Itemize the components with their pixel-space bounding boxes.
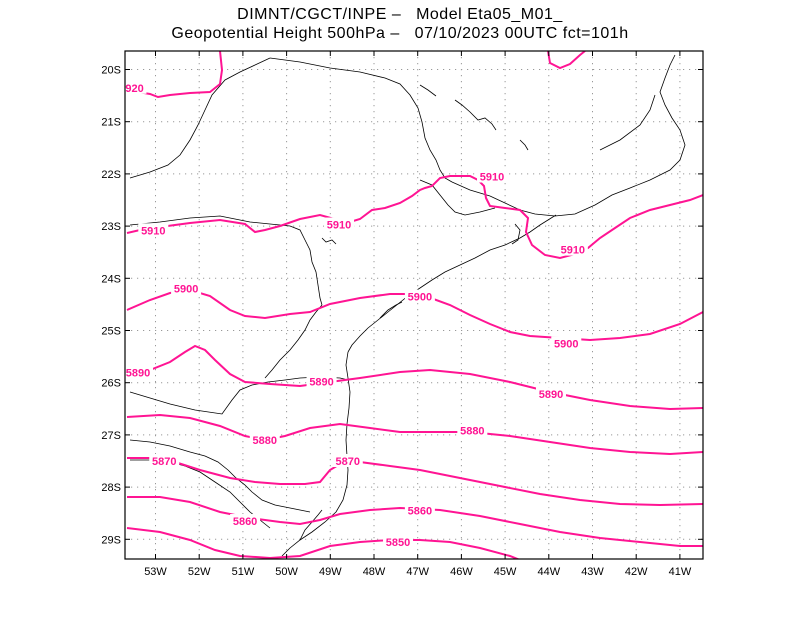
contour-label: 5880 xyxy=(253,435,277,447)
state-border-ms-pr xyxy=(129,215,323,306)
axis-tick-labels: 53W 52W 51W 50W 49W 48W 47W 46W 45W 44W 43W 42W 41W 2… xyxy=(101,65,691,579)
reservoir-2 xyxy=(419,84,437,97)
contour-label-bg xyxy=(138,223,169,237)
tick-label-lon: 50W xyxy=(275,566,298,578)
coastline-sc xyxy=(281,351,351,557)
contour-label-bg xyxy=(332,454,363,467)
tick-label-lat: 27S xyxy=(101,430,121,442)
contour-line-5860 xyxy=(127,496,703,547)
state-border-sp-top xyxy=(269,57,453,183)
contour-line-5910-west xyxy=(126,175,462,234)
chart-title-line1: DIMNT/CGCT/INPE – Model Eta05_M01_ xyxy=(237,6,563,23)
lagoon-patos xyxy=(299,509,323,541)
contour-label: 5910 xyxy=(480,172,504,184)
coastline-and-borders xyxy=(129,54,686,557)
contour-label-bg xyxy=(125,80,147,94)
contour-label-bg xyxy=(249,433,280,447)
reservoir-1 xyxy=(454,99,497,131)
contour-line-5850 xyxy=(126,527,521,559)
tick-label-lon: 53W xyxy=(144,566,167,578)
tick-label-lat: 22S xyxy=(101,169,121,181)
tick-label-lon: 48W xyxy=(363,566,386,578)
contour-label: 5910 xyxy=(561,245,585,257)
geopotential-contours xyxy=(126,51,703,559)
tick-label-lat: 24S xyxy=(101,273,121,285)
contour-label: 5890 xyxy=(126,367,150,379)
map-frame xyxy=(124,50,704,560)
axis-ticks xyxy=(125,51,703,559)
contour-label-bg xyxy=(476,169,507,183)
tick-label-lon: 51W xyxy=(232,566,255,578)
state-border-mg-rj xyxy=(451,54,686,217)
contour-label-bg xyxy=(551,336,582,350)
tick-label-lat: 29S xyxy=(101,534,121,546)
guanabara-bay xyxy=(511,223,521,245)
tick-label-lon: 49W xyxy=(319,566,342,578)
contour-label: 5880 xyxy=(460,426,484,438)
contour-label-bg xyxy=(383,534,414,548)
tick-label-lat: 26S xyxy=(101,378,121,390)
contour-label: 5890 xyxy=(539,389,563,401)
tick-label-lon: 45W xyxy=(494,566,517,578)
contour-label: 5900 xyxy=(554,339,578,351)
contour-label-bg xyxy=(535,387,566,401)
contour-label: 5860 xyxy=(408,506,432,518)
contour-label: 5870 xyxy=(152,456,176,468)
contour-label-bg xyxy=(404,289,435,303)
contour-label: 5910 xyxy=(141,225,165,237)
contour-label-bg xyxy=(324,217,355,231)
contour-labels: 5920 5910 5910 5910 5910 5900 5900 5900 5890 5890… xyxy=(119,80,588,549)
tick-label-lat: 20S xyxy=(101,65,121,77)
contour-label-bg xyxy=(306,374,337,388)
tick-label-lon: 42W xyxy=(625,566,648,578)
minor-border-sp-mg xyxy=(419,179,496,216)
contour-label: 5910 xyxy=(327,220,351,232)
contour-line-5900 xyxy=(126,288,703,342)
tick-label-lat: 23S xyxy=(101,221,121,233)
contour-label-bg xyxy=(457,423,488,437)
paranagua-bay xyxy=(379,301,403,319)
tick-label-lon: 52W xyxy=(188,566,211,578)
coastline-sp-pr xyxy=(347,214,557,353)
contour-line-5880 xyxy=(126,413,703,456)
tick-label-lon: 44W xyxy=(537,566,560,578)
tick-label-lon: 46W xyxy=(450,566,473,578)
contour-label: 5890 xyxy=(309,377,333,389)
contour-label-bg xyxy=(125,365,154,379)
tick-label-lon: 41W xyxy=(669,566,692,578)
lat-lon-grid xyxy=(125,51,703,559)
tick-label-lat: 28S xyxy=(101,482,121,494)
contour-line-5910-east xyxy=(462,175,703,260)
contour-label: 5860 xyxy=(233,516,257,528)
contour-label-bg xyxy=(171,281,202,295)
reservoir-3 xyxy=(519,139,529,151)
tick-label-lon: 43W xyxy=(581,566,604,578)
contour-label: 5900 xyxy=(174,284,198,296)
state-border-mg-sp xyxy=(129,57,271,179)
contour-label: 5850 xyxy=(386,537,410,549)
contour-label: 5900 xyxy=(408,292,432,304)
contour-label: 5920 xyxy=(119,83,143,95)
contour-label-bg xyxy=(230,514,261,528)
chart-title-line2: Geopotential Height 500hPa – 07/10/2023 … xyxy=(171,25,629,42)
contour-line-5890 xyxy=(126,344,703,411)
contour-line-5920-east xyxy=(547,51,586,70)
tick-label-lat: 25S xyxy=(101,326,121,338)
contour-label-bg xyxy=(149,454,180,467)
tick-label-lat: 21S xyxy=(101,117,121,129)
state-border-rj-es xyxy=(599,94,656,151)
border-pr-sc xyxy=(264,304,323,379)
reservoir-4 xyxy=(321,237,337,245)
contour-line-5870 xyxy=(127,457,703,507)
tick-label-lon: 47W xyxy=(406,566,429,578)
contour-label-bg xyxy=(557,242,588,256)
contour-label-bg xyxy=(404,503,435,517)
contour-label: 5870 xyxy=(336,456,360,468)
